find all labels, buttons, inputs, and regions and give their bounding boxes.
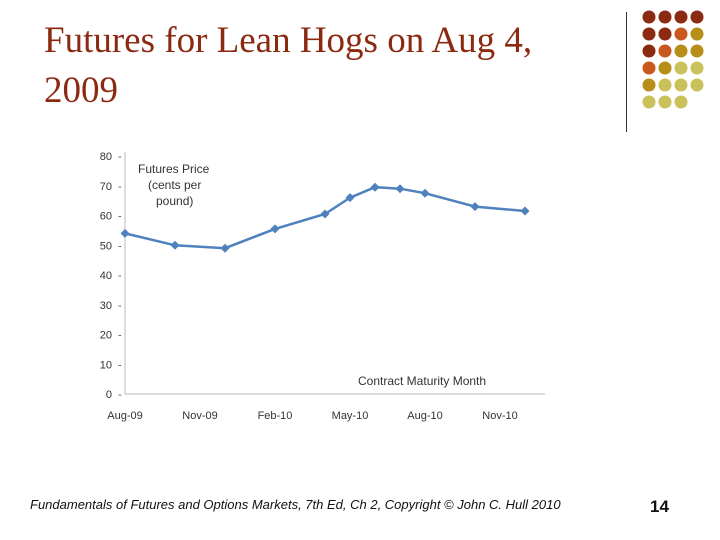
chart-axes [124, 152, 545, 395]
title-divider [626, 12, 627, 132]
y-tick-label: 0 [106, 389, 112, 401]
data-point-marker [520, 206, 530, 216]
decorative-dot [642, 78, 656, 92]
x-tick-label: Aug-10 [407, 410, 442, 422]
decorative-dot [642, 61, 656, 75]
y-tick-label: 70 [100, 181, 112, 193]
y-tick-label: 30 [100, 300, 112, 312]
decorative-dot [690, 78, 704, 92]
x-axis-label: Contract Maturity Month [358, 374, 486, 388]
data-point-marker [120, 228, 130, 238]
y-tick-label: 20 [100, 330, 112, 342]
decorative-dot [690, 61, 704, 75]
y-axis-label: Futures Price (cents per pound) [138, 162, 210, 208]
data-point-marker [470, 202, 480, 212]
data-point-marker [420, 188, 430, 198]
decorative-dot-grid [642, 10, 704, 109]
decorative-dot [690, 44, 704, 58]
decorative-dot [642, 44, 656, 58]
y-tick-mark: - [118, 211, 122, 223]
page-number: 14 [650, 497, 669, 516]
y-tick-mark: - [118, 240, 122, 252]
x-tick-label: Nov-09 [182, 410, 217, 422]
y-tick-mark: - [118, 181, 122, 193]
decorative-dot [642, 95, 656, 109]
y-tick-mark: - [118, 359, 122, 371]
series-markers [120, 182, 530, 253]
data-point-marker [395, 184, 405, 194]
y-tick-label: 80 [100, 151, 112, 163]
decorative-dot [642, 27, 656, 41]
data-point-marker [345, 193, 355, 203]
decorative-dot [658, 61, 672, 75]
y-tick-mark: - [118, 151, 122, 163]
decorative-dot [674, 27, 688, 41]
data-point-marker [370, 182, 380, 192]
decorative-dot [658, 44, 672, 58]
decorative-dot [690, 10, 704, 24]
decorative-dot [674, 10, 688, 24]
y-tick-label: 10 [100, 359, 112, 371]
x-tick-label: Aug-09 [107, 410, 142, 422]
decorative-dot [658, 95, 672, 109]
decorative-dot [690, 27, 704, 41]
y-tick-mark: - [118, 330, 122, 342]
decorative-dot [674, 61, 688, 75]
y-tick-label: 50 [100, 240, 112, 252]
y-tick-mark: - [118, 300, 122, 312]
slide-title: Futures for Lean Hogs on Aug 4, 2009 [44, 20, 533, 111]
x-tick-labels: Aug-09 Nov-09 Feb-10 May-10 Aug-10 Nov-10 [107, 410, 517, 422]
x-tick-label: May-10 [332, 410, 369, 422]
futures-price-chart: 0 -10 -20 -30 -40 -50 -60 -70 -80- Aug-09 Nov-09 F… [100, 151, 545, 422]
y-tick-label: 60 [100, 211, 112, 223]
y-tick-mark: - [118, 270, 122, 282]
x-tick-label: Feb-10 [258, 410, 293, 422]
decorative-dot [658, 78, 672, 92]
data-point-marker [170, 240, 180, 250]
decorative-dot [674, 44, 688, 58]
decorative-dot [674, 95, 688, 109]
y-tick-labels: 0 -10 -20 -30 -40 -50 -60 -70 -80- [100, 151, 122, 401]
decorative-dot [674, 78, 688, 92]
decorative-dot [658, 10, 672, 24]
decorative-dot [642, 10, 656, 24]
decorative-dot [658, 27, 672, 41]
data-point-marker [320, 209, 330, 219]
data-point-marker [220, 243, 230, 253]
x-tick-label: Nov-10 [482, 410, 517, 422]
data-point-marker [270, 224, 280, 234]
y-tick-label: 40 [100, 270, 112, 282]
y-tick-mark: - [118, 389, 122, 401]
footer-copyright: Fundamentals of Futures and Options Mark… [30, 497, 561, 512]
